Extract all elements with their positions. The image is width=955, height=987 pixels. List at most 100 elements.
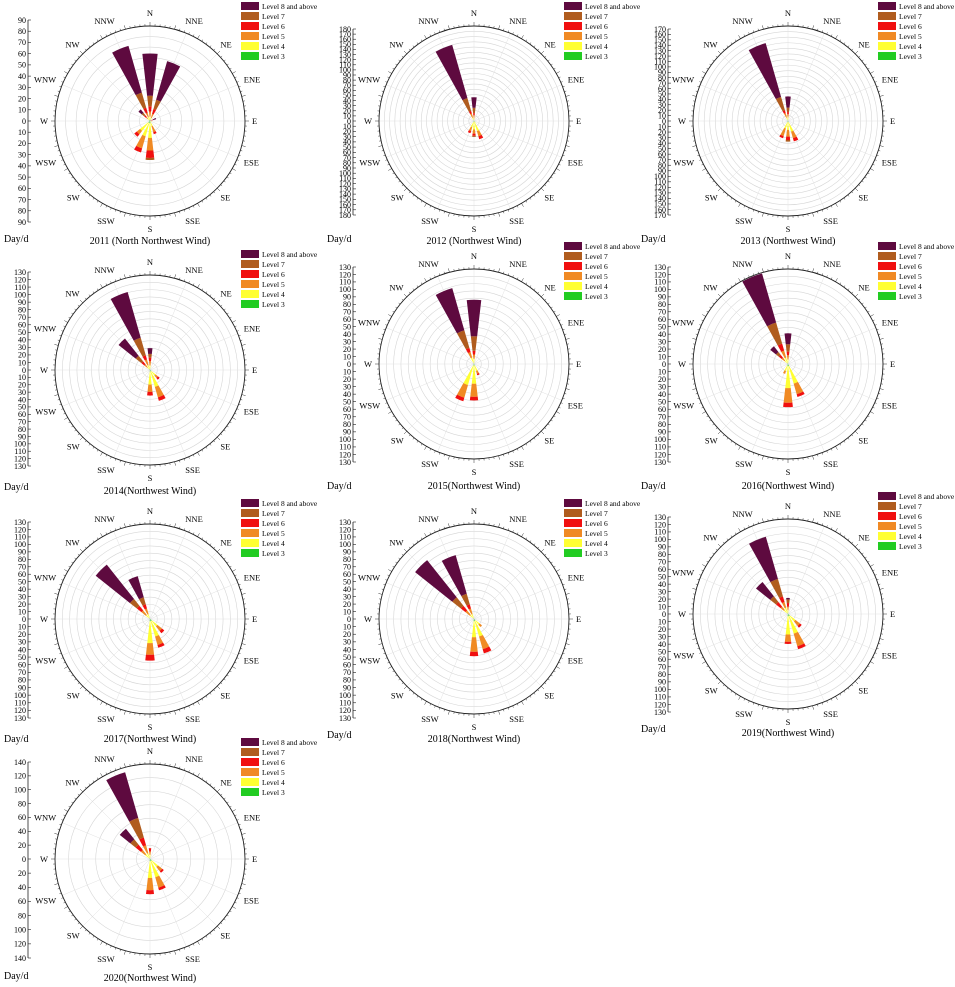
outer-tick [537, 689, 540, 692]
legend-swatch [878, 542, 896, 550]
outer-tick [855, 681, 859, 685]
outer-tick [734, 282, 737, 285]
direction-label-nne: NNE [823, 259, 840, 269]
axis-tick-label: 100 [654, 172, 666, 181]
direction-label-e: E [576, 614, 581, 624]
legend-label: Level 5 [899, 272, 922, 281]
outer-tick [232, 71, 236, 74]
bar-ssw-level-4 [470, 121, 474, 128]
outer-tick [220, 433, 223, 436]
outer-tick [712, 673, 715, 676]
outer-tick [709, 306, 712, 309]
outer-tick [817, 271, 819, 274]
outer-tick [395, 176, 398, 179]
outer-tick [115, 768, 117, 771]
bar-se-level-6 [159, 628, 165, 634]
outer-tick [697, 329, 700, 331]
grid-spoke [386, 84, 475, 122]
bar-nw-level-3 [787, 363, 788, 364]
bar-nnw-level-6 [466, 604, 471, 610]
outer-tick [57, 399, 60, 401]
bar-nnw-level-7 [462, 98, 472, 112]
outer-tick [395, 63, 398, 66]
bar-sse-level-4 [150, 371, 159, 387]
bar-sse-level-5 [479, 634, 490, 650]
axis-tick-label: 40 [18, 336, 26, 345]
wind-rose-chart-4: NNNENEENEEESESESSESSSWSWWSWWWNWNWNNW0101… [4, 250, 318, 497]
outer-tick [547, 59, 550, 62]
grid-spoke [787, 276, 825, 365]
outer-tick [507, 528, 509, 531]
outer-tick [79, 50, 83, 54]
outer-tick [236, 579, 239, 581]
outer-tick [213, 48, 216, 51]
grid-spoke [473, 618, 562, 656]
grid-spoke [149, 618, 238, 656]
outer-tick [54, 643, 59, 645]
outer-tick [701, 656, 704, 659]
axis-tick-label: 30 [343, 592, 351, 601]
outer-tick [229, 670, 232, 673]
legend-swatch [564, 529, 582, 537]
bar-n-level-8-and-above [142, 53, 158, 96]
axis-tick-label: 20 [658, 595, 666, 604]
outer-tick [77, 793, 80, 796]
outer-tick [448, 710, 450, 715]
direction-label-nnw: NNW [418, 514, 438, 524]
outer-tick [220, 793, 223, 796]
bar-nw-level-8-and-above [95, 564, 135, 604]
outer-tick [757, 704, 759, 707]
outer-tick [398, 180, 401, 183]
outer-tick [395, 674, 398, 677]
outer-tick [412, 437, 415, 440]
axis-unit-label: Day/d [4, 734, 28, 745]
legend-swatch [241, 758, 259, 766]
axis-tick-label: 0 [662, 360, 666, 369]
axis-tick-label: 90 [343, 548, 351, 557]
outer-tick [726, 687, 729, 690]
outer-tick [429, 448, 432, 451]
direction-label-s: S [786, 224, 791, 234]
axis-tick-label: 110 [14, 699, 26, 708]
outer-tick [403, 686, 407, 690]
direction-label-nw: NW [389, 538, 403, 548]
outer-tick [236, 408, 239, 410]
legend-swatch [878, 262, 896, 270]
bar-nw-level-7 [141, 112, 146, 117]
axis-tick-label: 50 [18, 653, 26, 662]
direction-label-ene: ENE [244, 573, 261, 583]
wind-rose-chart-5: NNNENEENEEESESESSESSSWSWWSWWWNWNWNNW0101… [327, 242, 641, 492]
outer-tick [238, 652, 241, 654]
grid-spoke [700, 577, 789, 615]
outer-tick [874, 652, 877, 654]
outer-tick [416, 42, 419, 45]
direction-label-ese: ESE [568, 157, 583, 167]
outer-tick [57, 150, 60, 152]
direction-label-s: S [472, 224, 477, 234]
outer-tick [533, 692, 536, 695]
outer-tick [762, 268, 764, 273]
bar-nnw-level-5 [144, 608, 149, 615]
axis-tick-label: 110 [654, 693, 666, 702]
outer-tick [743, 448, 746, 451]
outer-tick [726, 437, 729, 440]
wind-bars [748, 43, 799, 142]
outer-tick [872, 656, 875, 659]
outer-tick [753, 702, 755, 705]
outer-tick [826, 525, 828, 528]
bar-nnw-level-4 [784, 357, 788, 364]
outer-tick [188, 705, 190, 708]
outer-tick [712, 552, 715, 555]
grid-spoke [113, 369, 151, 458]
bar-sse-level-3 [788, 121, 789, 123]
polar-grid [54, 274, 246, 466]
direction-label-nw: NW [389, 283, 403, 293]
outer-tick [238, 892, 241, 894]
bar-sse-level-4 [474, 620, 483, 637]
legend-swatch [241, 290, 259, 298]
outer-tick [855, 543, 859, 547]
direction-label-s: S [786, 717, 791, 727]
outer-tick [847, 45, 850, 48]
outer-tick [408, 546, 411, 549]
